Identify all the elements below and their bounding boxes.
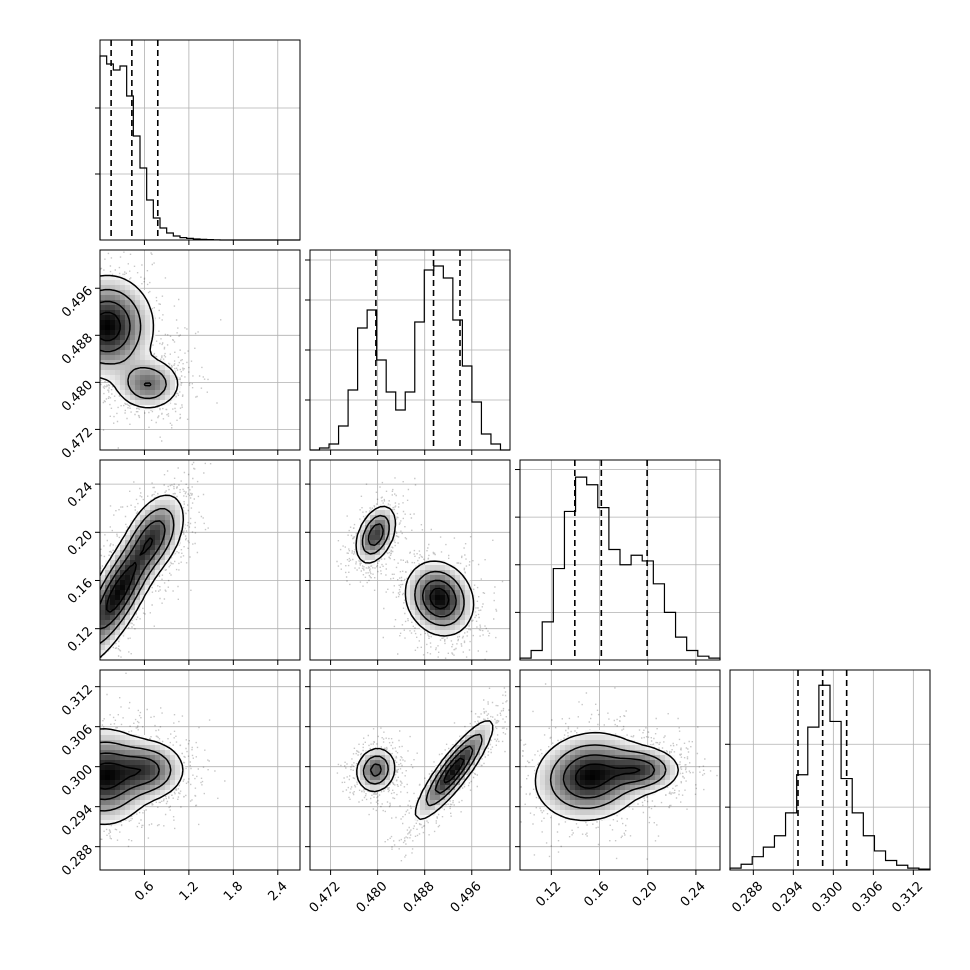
pair-1-content bbox=[100, 460, 300, 660]
pair-1-contour-0 bbox=[100, 494, 185, 659]
y-tick-label-3-1: 0.294 bbox=[59, 802, 96, 839]
pair-2-density bbox=[100, 730, 186, 826]
y-tick-label-2-0: 0.12 bbox=[65, 624, 96, 655]
x-tick-label-0-0: 0.6 bbox=[132, 879, 157, 904]
x-tick-label-3-0: 0.288 bbox=[729, 879, 766, 916]
pair-3-contour-0 bbox=[355, 505, 475, 637]
hist-3-steps bbox=[729, 684, 931, 870]
pair-1-contour-3 bbox=[106, 537, 154, 613]
y-tick-label-1-0: 0.472 bbox=[59, 425, 96, 462]
pair-5-density bbox=[535, 730, 681, 821]
pair-3-frame bbox=[309, 459, 511, 661]
pair-0-contour-2 bbox=[100, 300, 152, 387]
hist-3-frame bbox=[729, 669, 931, 871]
y-tick-label-1-2: 0.488 bbox=[59, 331, 96, 368]
pair-5-contour-3 bbox=[574, 763, 641, 790]
y-tick-label-3-3: 0.306 bbox=[59, 722, 96, 759]
x-tick-label-3-4: 0.312 bbox=[889, 879, 926, 916]
x-tick-label-1-3: 0.496 bbox=[448, 879, 485, 916]
pair-4-contour-3 bbox=[443, 757, 465, 784]
y-tick-label-1-3: 0.496 bbox=[59, 284, 96, 321]
x-tick-label-3-1: 0.294 bbox=[769, 879, 806, 916]
pair-0-frame bbox=[99, 249, 301, 451]
hist-panel-3 bbox=[725, 669, 931, 875]
pair-0-samples bbox=[100, 250, 222, 449]
pair-2-frame bbox=[99, 669, 301, 871]
pair-0-contour-3 bbox=[100, 311, 122, 342]
y-tick-label-2-1: 0.16 bbox=[65, 576, 96, 607]
hist-2-steps bbox=[519, 476, 721, 660]
pair-3-contour-3 bbox=[429, 587, 450, 610]
pair-3-density bbox=[355, 505, 476, 636]
hist-0-frame bbox=[99, 39, 301, 241]
x-tick-label-2-3: 0.24 bbox=[678, 879, 709, 910]
hist-panel-1 bbox=[305, 249, 511, 455]
pair-4-content bbox=[310, 670, 510, 870]
x-tick-label-2-2: 0.20 bbox=[630, 879, 661, 910]
x-tick-label-3-2: 0.300 bbox=[809, 879, 846, 916]
pair-panel-0-2 bbox=[95, 459, 301, 665]
pair-5-contour-1 bbox=[549, 744, 667, 810]
pair-5-content bbox=[520, 670, 720, 870]
hist-1-steps bbox=[310, 265, 510, 451]
pair-5-contour-2 bbox=[562, 754, 656, 799]
pair-0-content bbox=[100, 250, 300, 450]
hist-panel-2 bbox=[515, 459, 721, 665]
pair-4-contour-2 bbox=[369, 745, 474, 795]
pair-2-contour-0 bbox=[100, 728, 184, 826]
pair-3-content bbox=[310, 460, 510, 660]
hist-1-frame bbox=[309, 249, 511, 451]
y-tick-label-3-2: 0.300 bbox=[59, 762, 96, 799]
pair-1-contour-2 bbox=[100, 520, 166, 630]
pair-2-content bbox=[100, 670, 300, 870]
hist-panel-0 bbox=[95, 39, 301, 245]
pair-0-contour-0 bbox=[100, 274, 179, 409]
x-tick-label-3-3: 0.306 bbox=[849, 879, 886, 916]
pair-4-contour-1 bbox=[362, 733, 483, 807]
y-tick-label-3-0: 0.288 bbox=[59, 842, 96, 879]
x-tick-label-1-0: 0.472 bbox=[307, 879, 344, 916]
hist-0-steps bbox=[99, 55, 300, 241]
x-tick-label-2-0: 0.12 bbox=[533, 879, 564, 910]
pair-3-contour-1 bbox=[361, 514, 465, 627]
x-tick-label-2-1: 0.16 bbox=[581, 879, 612, 910]
pair-4-contour-0 bbox=[356, 720, 494, 821]
x-tick-label-0-1: 1.2 bbox=[177, 879, 202, 904]
pair-panel-0-3 bbox=[95, 669, 301, 875]
y-tick-label-2-3: 0.24 bbox=[65, 480, 96, 511]
pair-0-contour-1 bbox=[100, 288, 167, 400]
x-tick-label-1-2: 0.488 bbox=[401, 879, 438, 916]
pair-panel-0-1 bbox=[95, 249, 301, 455]
pair-1-frame bbox=[99, 459, 301, 661]
pair-5-contour-0 bbox=[534, 731, 680, 822]
x-tick-label-1-1: 0.480 bbox=[354, 879, 391, 916]
hist-2-frame bbox=[519, 459, 721, 661]
pair-2-contour-3 bbox=[100, 762, 142, 790]
y-tick-label-3-4: 0.312 bbox=[59, 682, 96, 719]
pair-panel-1-3 bbox=[305, 669, 511, 875]
y-tick-label-1-1: 0.480 bbox=[59, 378, 96, 415]
pair-5-frame bbox=[519, 669, 721, 871]
pair-panel-1-2 bbox=[305, 459, 511, 665]
pair-2-contour-1 bbox=[100, 741, 172, 812]
pair-3-contour-2 bbox=[367, 523, 457, 618]
x-tick-label-0-3: 2.4 bbox=[265, 879, 290, 904]
pair-1-contour-1 bbox=[100, 507, 175, 644]
y-tick-label-2-2: 0.20 bbox=[65, 528, 96, 559]
pair-2-contour-2 bbox=[100, 752, 161, 801]
pair-panel-2-3 bbox=[515, 669, 721, 875]
x-tick-label-0-2: 1.8 bbox=[221, 879, 246, 904]
pair-4-frame bbox=[309, 669, 511, 871]
